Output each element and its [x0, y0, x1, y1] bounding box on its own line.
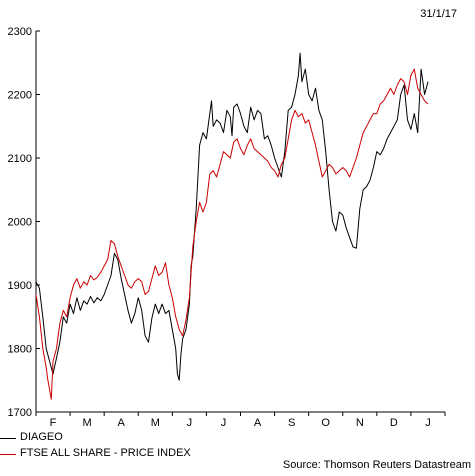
series-lines [35, 52, 429, 400]
x-tick-label: J [425, 417, 431, 429]
legend-label-diageo: DIAGEO [20, 431, 63, 443]
x-tick-label: A [118, 417, 126, 429]
x-tick-label: J [187, 417, 193, 429]
x-tick-label: M [151, 417, 160, 429]
series-line-ftse [35, 68, 429, 400]
date-label: 31/1/17 [420, 8, 457, 20]
source-note: Source: Thomson Reuters Datastream [282, 459, 471, 471]
y-tick-label: 1900 [8, 280, 32, 292]
y-tick-label: 1800 [8, 344, 32, 356]
y-tick-label: 2300 [8, 26, 32, 38]
x-tick-label: M [83, 417, 92, 429]
x-tick-label: S [288, 417, 295, 429]
series-line-diageo [35, 52, 429, 381]
chart-axes [35, 31, 445, 413]
y-tick-label: 2100 [8, 153, 32, 165]
x-tick-label: J [221, 417, 227, 429]
x-tick-label: N [356, 417, 364, 429]
y-tick-label: 2200 [8, 90, 32, 102]
y-tick-label: 1700 [8, 407, 32, 419]
legend-swatch-diageo [0, 438, 16, 439]
x-tick-label: O [321, 417, 330, 429]
legend-label-ftse: FTSE ALL SHARE - PRICE INDEX [20, 447, 191, 459]
y-axis-ticks: 1700 1800 1900 2000 2100 2200 2300 [8, 26, 40, 419]
x-tick-label: D [390, 417, 398, 429]
legend-swatch-ftse [0, 454, 16, 455]
x-tick-label: F [50, 417, 57, 429]
x-tick-label: A [254, 417, 262, 429]
y-tick-label: 2000 [8, 217, 32, 229]
